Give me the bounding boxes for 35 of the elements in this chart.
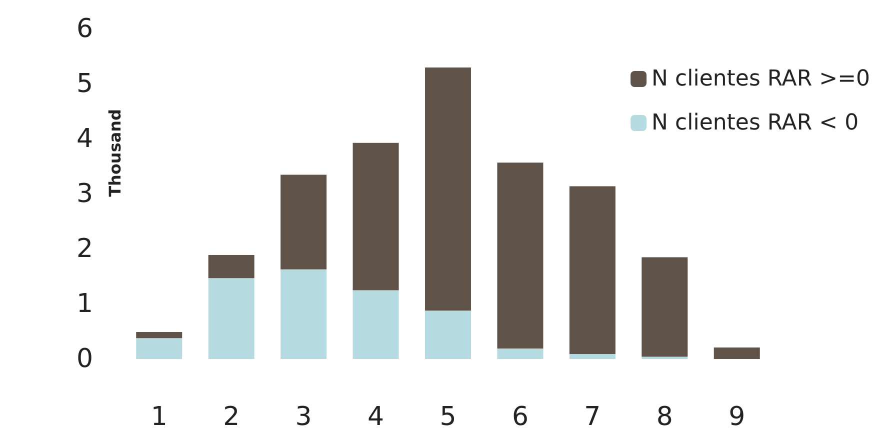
bar xyxy=(280,174,327,270)
x-tick-label: 7 xyxy=(584,402,601,432)
x-tick-label: 9 xyxy=(728,402,746,432)
bar xyxy=(425,310,471,359)
bar xyxy=(569,186,616,354)
x-tick-label: 2 xyxy=(223,402,240,432)
legend-label: N clientes RAR < 0 xyxy=(652,110,859,136)
x-tick-label: 3 xyxy=(295,402,312,432)
legend-label: N clientes RAR >=0 xyxy=(652,66,870,92)
y-tick-label: 4 xyxy=(76,124,93,154)
x-tick-label: 6 xyxy=(512,402,528,432)
bar xyxy=(280,269,327,359)
bar xyxy=(136,332,182,338)
bar xyxy=(352,142,399,290)
x-tick-label: 4 xyxy=(368,402,384,432)
bar xyxy=(352,290,399,359)
y-tick-label: 6 xyxy=(76,14,93,44)
y-tick-label: 5 xyxy=(76,69,93,99)
bar xyxy=(425,68,471,311)
bar xyxy=(497,348,544,359)
y-tick-label: 0 xyxy=(76,344,93,374)
bar xyxy=(569,354,616,359)
bar xyxy=(136,338,182,359)
bar xyxy=(714,347,760,359)
x-tick-label: 5 xyxy=(440,402,456,432)
x-tick-label: 1 xyxy=(150,402,168,432)
y-tick-label: 1 xyxy=(76,289,93,319)
bar xyxy=(208,278,254,359)
x-tick-label: 8 xyxy=(656,402,673,432)
bar xyxy=(497,162,544,349)
y-axis-title: Thousand xyxy=(106,109,124,197)
bar xyxy=(208,255,254,278)
bar xyxy=(642,257,688,357)
y-tick-label: 2 xyxy=(76,234,93,264)
y-tick-label: 3 xyxy=(76,179,93,209)
